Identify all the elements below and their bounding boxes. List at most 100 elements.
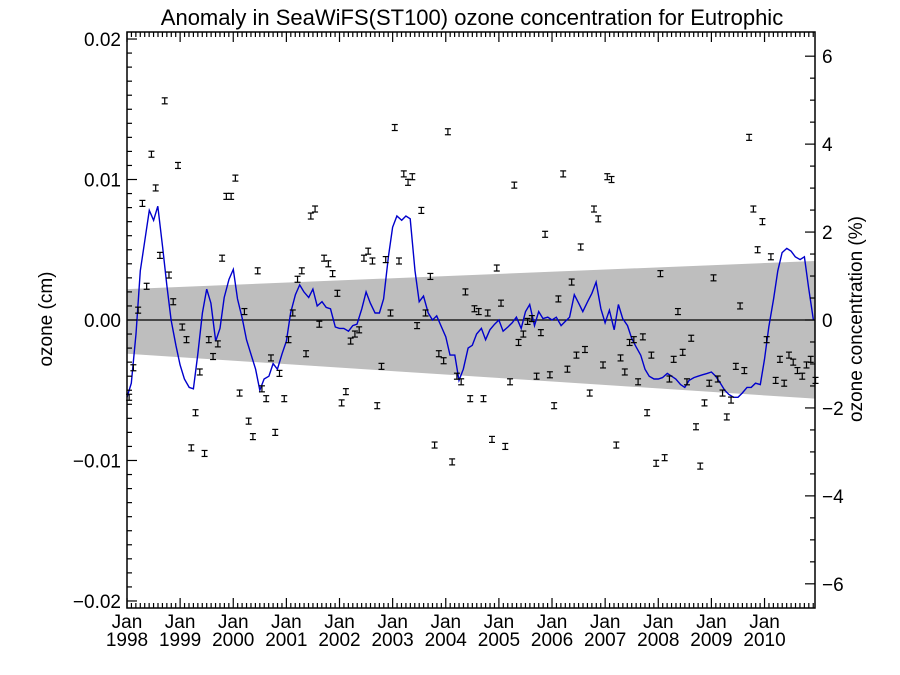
x-tick-month-label: Jan [165,612,196,633]
y-right-tick-label: 0 [822,311,833,332]
x-tick-month-label: Jan [430,612,461,633]
data-point [161,97,168,105]
data-point [289,309,296,317]
data-point [763,336,770,344]
data-point [577,243,584,251]
data-point [338,399,345,407]
y-tick-label: −0.02 [73,592,121,613]
data-point [307,212,314,220]
data-point [564,365,571,373]
data-point [444,128,451,136]
data-point [630,336,637,344]
data-point [604,173,611,181]
data-point [754,246,761,254]
data-point [281,395,288,403]
x-tick-month-label: Jan [112,612,143,633]
data-point [759,218,766,226]
data-point [555,295,562,303]
data-point [360,254,367,262]
data-point [312,205,319,213]
x-tick-year-label: 2000 [212,630,254,651]
data-point [785,351,792,359]
data-point [621,368,628,376]
data-point [228,192,235,200]
data-point [214,340,221,348]
data-point [613,441,620,449]
data-point [374,402,381,410]
y-tick-label: 0.01 [84,171,121,192]
y-axis-label-right: ozone concentration (%) [846,216,867,422]
data-point [732,362,739,370]
data-point [772,376,779,385]
x-tick-month-label: Jan [484,612,515,633]
data-point [347,337,354,345]
x-tick-month-label: Jan [643,612,674,633]
data-point [657,270,664,278]
data-point [241,307,248,316]
data-point [325,260,332,268]
x-tick-month-label: Jan [324,612,355,633]
data-point [520,330,527,338]
data-point [542,230,549,238]
data-point [342,388,349,396]
data-point [626,338,633,347]
data-point [369,257,376,265]
data-point [249,433,256,441]
data-point [697,462,704,470]
x-tick-month-label: Jan [218,612,249,633]
data-point [414,322,421,330]
trend-band [127,260,815,399]
data-point [130,364,137,372]
data-point [356,326,363,334]
data-point [219,254,226,262]
y-tick-label: −0.01 [73,451,121,472]
data-point [267,354,274,362]
x-tick-year-label: 2003 [371,630,413,651]
data-point [165,271,172,279]
x-tick-month-label: Jan [590,612,621,633]
x-tick-year-label: 2006 [531,630,573,651]
data-point [635,378,642,386]
data-point [351,330,358,338]
data-point [179,323,186,331]
data-point [776,355,783,363]
data-point [537,329,544,337]
data-point [648,351,655,359]
x-tick-month-label: Jan [696,612,727,633]
data-point [560,170,567,178]
data-point [661,454,668,462]
data-point [475,307,482,316]
data-point [170,298,177,306]
y-tick-label: 0.00 [84,311,121,332]
y-right-tick-label: 6 [822,47,833,68]
data-point [608,175,615,184]
data-point [365,247,372,255]
data-point [728,396,735,404]
data-point [807,355,814,363]
data-point [272,428,279,436]
data-point [391,123,398,132]
data-point [573,351,580,359]
y-axis-label-left: ozone (cm) [36,271,57,366]
y-right-tick-label: −2 [822,399,844,420]
x-tick-year-label: 2010 [743,630,785,651]
data-point [378,362,385,370]
x-tick-year-label: 1999 [159,630,201,651]
data-point [294,275,301,283]
data-point [484,309,491,317]
data-point [148,150,155,158]
data-point [586,389,593,397]
x-tick-month-label: Jan [271,612,302,633]
data-point [493,264,500,272]
data-point [458,378,465,386]
chart-title: Anomaly in SeaWiFS(ST100) ozone concentr… [161,5,783,30]
y-tick-label: 0.02 [84,30,121,51]
data-point [258,385,265,393]
data-point [502,442,509,451]
data-point [617,354,624,362]
data-point [396,257,403,265]
data-point [551,402,558,410]
data-point [714,375,721,383]
data-point [710,274,717,282]
data-point [498,299,505,307]
